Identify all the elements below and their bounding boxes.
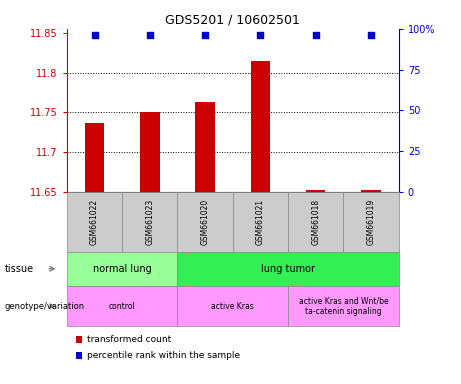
Text: GSM661018: GSM661018: [311, 199, 320, 245]
Point: [146, 32, 154, 38]
Text: GSM661021: GSM661021: [256, 199, 265, 245]
Text: GSM661023: GSM661023: [145, 199, 154, 245]
Title: GDS5201 / 10602501: GDS5201 / 10602501: [165, 13, 300, 26]
Text: GSM661019: GSM661019: [366, 199, 376, 245]
Bar: [85, 123, 104, 192]
Text: percentile rank within the sample: percentile rank within the sample: [87, 351, 240, 360]
Text: normal lung: normal lung: [93, 264, 152, 274]
Text: control: control: [109, 302, 136, 311]
Text: transformed count: transformed count: [87, 334, 171, 344]
Bar: [251, 61, 270, 192]
Text: GSM661020: GSM661020: [201, 199, 210, 245]
Text: lung tumor: lung tumor: [261, 264, 315, 274]
Text: active Kras and Wnt/be
ta-catenin signaling: active Kras and Wnt/be ta-catenin signal…: [299, 296, 388, 316]
Point: [312, 32, 319, 38]
Point: [201, 32, 209, 38]
Text: tissue: tissue: [5, 264, 34, 274]
Text: active Kras: active Kras: [212, 302, 254, 311]
Text: genotype/variation: genotype/variation: [5, 302, 85, 311]
Point: [91, 32, 98, 38]
Bar: [195, 102, 215, 192]
Point: [257, 32, 264, 38]
Text: GSM661022: GSM661022: [90, 199, 99, 245]
Bar: [140, 113, 160, 192]
Bar: [361, 190, 381, 192]
Bar: [306, 190, 325, 192]
Point: [367, 32, 375, 38]
